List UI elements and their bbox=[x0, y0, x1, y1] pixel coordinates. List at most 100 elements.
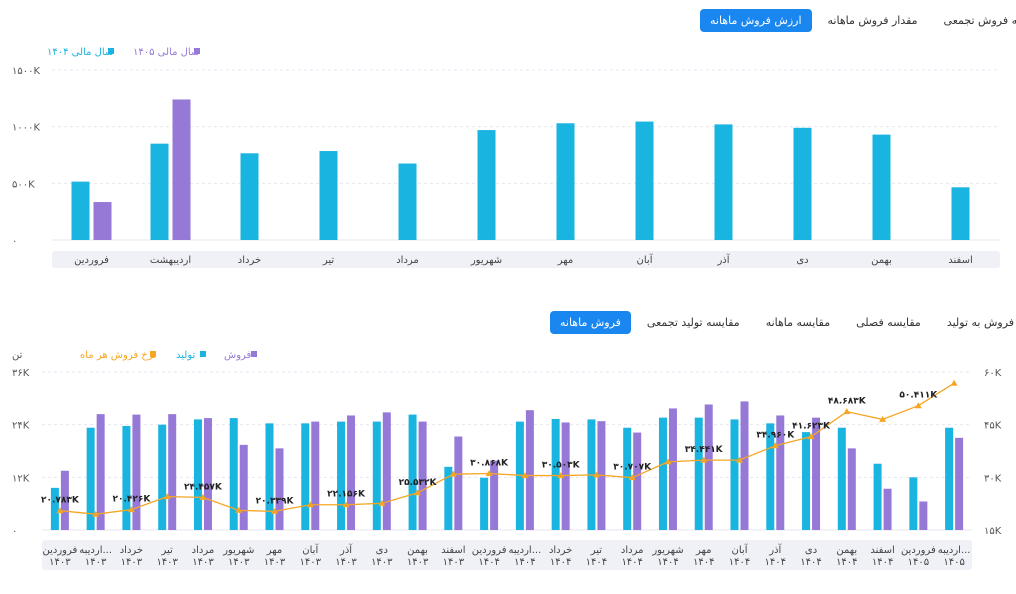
y-tick-label: ۱۲K bbox=[12, 473, 30, 484]
bar-sales bbox=[561, 422, 570, 530]
x-tick-year: ۱۴۰۳ bbox=[85, 557, 107, 568]
x-tick-year: ۱۴۰۴ bbox=[765, 557, 786, 568]
rate-point bbox=[378, 499, 386, 506]
x-tick-year: ۱۴۰۵ bbox=[908, 557, 929, 568]
y-tick-label: ۱۰۰۰K bbox=[12, 123, 40, 134]
x-tick-label: اسفند bbox=[441, 545, 465, 556]
tab-cumulative-production-compare[interactable]: مقایسه تولید تجمعی bbox=[646, 316, 740, 329]
x-tick-label: شهریور bbox=[651, 545, 683, 556]
bar bbox=[872, 134, 891, 240]
legend-swatch bbox=[194, 48, 200, 54]
x-tick-label: اردیبه... bbox=[508, 545, 541, 556]
bar-production bbox=[158, 424, 167, 530]
x-tick-year: ۱۴۰۳ bbox=[443, 557, 465, 568]
y2-tick-label: ۴۵K bbox=[984, 421, 1002, 432]
bar-sales bbox=[275, 448, 284, 530]
bar-production bbox=[837, 427, 846, 530]
bar-sales bbox=[60, 470, 69, 530]
x-tick-year: ۱۴۰۳ bbox=[156, 557, 178, 568]
bar bbox=[172, 99, 191, 240]
x-tick-label: شهریور bbox=[222, 545, 254, 556]
x-tick-year: ۱۴۰۳ bbox=[371, 557, 393, 568]
x-tick-label: بهمن bbox=[871, 255, 892, 266]
rate-data-label: ۳۰.۸۶۸K bbox=[470, 458, 509, 468]
rate-point bbox=[843, 408, 851, 415]
y-tick-label: ۵۰۰K bbox=[12, 179, 35, 190]
x-tick-year: ۱۴۰۳ bbox=[335, 557, 357, 568]
rate-point bbox=[306, 501, 314, 508]
rate-data-label: ۲۴.۴۵۷K bbox=[184, 482, 223, 492]
x-tick-label: اردیبه... bbox=[79, 545, 112, 556]
x-tick-label: آذر bbox=[339, 543, 353, 556]
tab-monthly-sales-quantity[interactable]: مقدار فروش ماهانه bbox=[827, 14, 918, 27]
bar-production bbox=[444, 466, 453, 530]
bar-production bbox=[623, 427, 632, 530]
legend-swatch bbox=[200, 351, 206, 357]
tab-monthly-sales-value[interactable]: ارزش فروش ماهانه bbox=[700, 9, 812, 32]
bar bbox=[240, 153, 259, 240]
x-tick-year: ۱۴۰۴ bbox=[657, 557, 678, 568]
bar-sales bbox=[203, 418, 212, 530]
x-tick-year: ۱۴۰۳ bbox=[121, 557, 143, 568]
rate-data-label: ۲۰.۷۸۳K bbox=[41, 496, 80, 506]
tab-monthly-compare[interactable]: مقایسه ماهانه bbox=[765, 316, 831, 329]
bar-sales bbox=[847, 448, 856, 530]
x-tick-year: ۱۴۰۴ bbox=[836, 557, 857, 568]
bar bbox=[150, 143, 169, 240]
tab-cumulative-sales-compare[interactable]: مقایسه فروش تجمعی bbox=[943, 14, 1016, 27]
x-tick-label: مرداد bbox=[621, 545, 644, 556]
x-tick-year: ۱۴۰۳ bbox=[300, 557, 322, 568]
bar-sales bbox=[311, 421, 320, 530]
bar-production bbox=[193, 419, 202, 530]
rate-line bbox=[59, 382, 955, 515]
bar-production bbox=[730, 419, 739, 530]
bar-sales bbox=[919, 501, 928, 530]
bar-production bbox=[658, 417, 667, 530]
bar-production bbox=[408, 414, 417, 530]
bar-production bbox=[86, 427, 95, 530]
bar-production bbox=[766, 423, 775, 530]
bar bbox=[71, 181, 90, 240]
bar-production bbox=[337, 421, 346, 530]
y-tick-label: ۳۶K bbox=[12, 368, 30, 379]
rate-point bbox=[271, 507, 278, 514]
x-tick-label: اردیبهشت bbox=[150, 255, 191, 266]
rate-point bbox=[485, 469, 493, 476]
rate-point bbox=[342, 501, 350, 508]
x-tick-label: تیر bbox=[322, 255, 335, 266]
bar-production bbox=[265, 423, 274, 530]
rate-data-label: ۲۰.۴۲۶K bbox=[112, 495, 151, 505]
bar-production bbox=[480, 477, 489, 530]
rate-point bbox=[664, 458, 672, 465]
y-tick-label: ۱۵۰۰K bbox=[12, 66, 40, 77]
bar-sales bbox=[168, 414, 177, 530]
rate-point bbox=[807, 433, 815, 440]
tab-sales-to-production-ratio[interactable]: نسبت فروش به تولید bbox=[946, 316, 1016, 329]
x-tick-label: مهر bbox=[266, 545, 282, 556]
rate-point bbox=[592, 471, 600, 478]
x-tick-label: آبان bbox=[302, 543, 319, 556]
bar bbox=[477, 130, 496, 240]
legend-swatch bbox=[150, 351, 156, 357]
bar bbox=[398, 163, 417, 240]
bar-sales bbox=[955, 437, 964, 530]
x-tick-year: ۱۴۰۵ bbox=[943, 557, 964, 568]
rate-point bbox=[56, 507, 64, 514]
rate-point bbox=[414, 489, 422, 496]
rate-point bbox=[771, 442, 779, 449]
rate-data-label: ۲۰.۳۳۹K bbox=[256, 496, 295, 506]
x-axis-band bbox=[52, 251, 1000, 268]
x-tick-label: خرداد bbox=[120, 545, 143, 556]
x-tick-label: تیر bbox=[590, 545, 603, 556]
tab-monthly-sales[interactable]: فروش ماهانه bbox=[550, 311, 631, 334]
rate-point bbox=[521, 472, 529, 479]
rate-point bbox=[449, 470, 457, 477]
x-tick-year: ۱۴۰۳ bbox=[49, 557, 71, 568]
bar bbox=[635, 121, 654, 240]
x-axis-band bbox=[42, 540, 972, 570]
bar-production bbox=[551, 418, 560, 530]
bar-sales bbox=[740, 401, 749, 530]
tab-seasonal-compare[interactable]: مقایسه فصلی bbox=[856, 316, 921, 329]
legend-item: تولید bbox=[176, 350, 195, 361]
